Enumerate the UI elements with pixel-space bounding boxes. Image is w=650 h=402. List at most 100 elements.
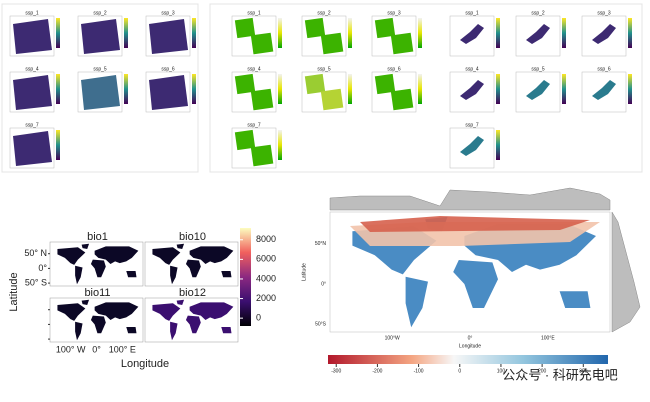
colorbar (56, 18, 60, 48)
raster (460, 136, 484, 156)
panel-title: ssp_1 (465, 10, 479, 16)
y-tick-label: 50° N (24, 248, 47, 258)
colorbar (124, 74, 128, 104)
panel-title: ssp_3 (161, 10, 175, 16)
watermark: 公众号 · 科研充电吧 (502, 367, 618, 382)
raster (149, 75, 188, 110)
colorbar-label: 4000 (256, 273, 276, 283)
colorbar (278, 18, 282, 48)
raster (250, 32, 274, 55)
plot-frame (581, 71, 627, 113)
plot-frame (581, 15, 627, 57)
panel-title: ssp_6 (161, 66, 175, 72)
plot-frame (301, 71, 347, 113)
raster (526, 80, 550, 100)
colorbar (240, 228, 251, 326)
panel-title: ssp_1 (247, 10, 261, 16)
panel-title: ssp_6 (597, 66, 611, 72)
colorbar-label: -100 (414, 368, 424, 374)
raster (320, 32, 344, 55)
colorbar-label: 300 (579, 368, 588, 374)
raster (149, 19, 188, 54)
raster (592, 80, 616, 100)
raster (250, 144, 274, 167)
x-tick-label: 100° W (56, 344, 86, 354)
plot-frame (371, 71, 417, 113)
colorbar (56, 130, 60, 160)
colorbar (496, 18, 500, 48)
colorbar (348, 74, 352, 104)
plot-frame (449, 15, 495, 57)
colorbar (192, 18, 196, 48)
north-band-hot (360, 216, 590, 232)
y-tick-label: 50° S (25, 277, 47, 287)
facet-title: bio1 (87, 231, 108, 243)
panel-frame (209, 3, 643, 173)
panel-title: ssp_2 (531, 10, 545, 16)
y-axis-label: Latitude (8, 272, 20, 311)
colorbar-label: 0 (458, 368, 461, 374)
panel-title: ssp_4 (465, 66, 479, 72)
raster (460, 80, 484, 100)
colorbar-label: 8000 (256, 234, 276, 244)
panel-title: ssp_6 (387, 66, 401, 72)
y-tick-label: 50°N (315, 241, 327, 247)
colorbar (124, 18, 128, 48)
panel-title: ssp_4 (247, 66, 261, 72)
facet-title: bio11 (84, 287, 110, 299)
raster (460, 24, 484, 44)
plot-frame (515, 71, 561, 113)
raster (81, 75, 120, 110)
raster (234, 73, 256, 95)
raster (234, 129, 256, 151)
x-tick-label: 0° (468, 335, 473, 341)
raster (374, 73, 396, 95)
raster (374, 17, 396, 39)
panel-title: ssp_3 (597, 10, 611, 16)
plot-frame (9, 15, 55, 57)
colorbar (192, 74, 196, 104)
raster (304, 17, 326, 39)
facet-strip (145, 287, 238, 297)
facet-title: bio10 (179, 231, 206, 243)
colorbar-label: -200 (372, 368, 382, 374)
plot-frame (145, 15, 191, 57)
facet-strip (50, 287, 143, 297)
panel-title: ssp_7 (465, 122, 479, 128)
facet-title: bio12 (179, 287, 206, 299)
colorbar (496, 130, 500, 160)
colorbar-label: -300 (331, 368, 341, 374)
colorbar (628, 18, 632, 48)
marginal-density-top (329, 187, 611, 211)
raster (13, 19, 52, 54)
panel-title: ssp_3 (387, 10, 401, 16)
raster (13, 75, 52, 110)
colorbar (562, 18, 566, 48)
x-tick-label: 100°W (385, 335, 400, 341)
colorbar-label: 2000 (256, 293, 276, 303)
y-tick-label: 0° (38, 263, 47, 273)
plot-frame (301, 15, 347, 57)
plot-frame (9, 127, 55, 169)
colorbar (418, 18, 422, 48)
x-tick-label: 0° (92, 344, 101, 354)
colorbar-label: 100 (497, 368, 506, 374)
facet-strip (145, 231, 238, 241)
x-tick-label: 100°E (541, 335, 555, 341)
plot-frame (77, 15, 123, 57)
raster (304, 73, 326, 95)
plot-frame (231, 127, 277, 169)
raster (390, 32, 414, 55)
raster (390, 88, 414, 111)
colorbar (418, 74, 422, 104)
raster (526, 24, 550, 44)
panel-title: ssp_7 (247, 122, 261, 128)
y-axis-label: Latitude (301, 263, 307, 281)
plot-frame (231, 15, 277, 57)
colorbar (278, 130, 282, 160)
panel-title: ssp_5 (317, 66, 331, 72)
raster (234, 17, 256, 39)
y-tick-label: 50°S (315, 321, 327, 327)
y-tick-label: 0° (321, 281, 326, 287)
raster (320, 88, 344, 111)
